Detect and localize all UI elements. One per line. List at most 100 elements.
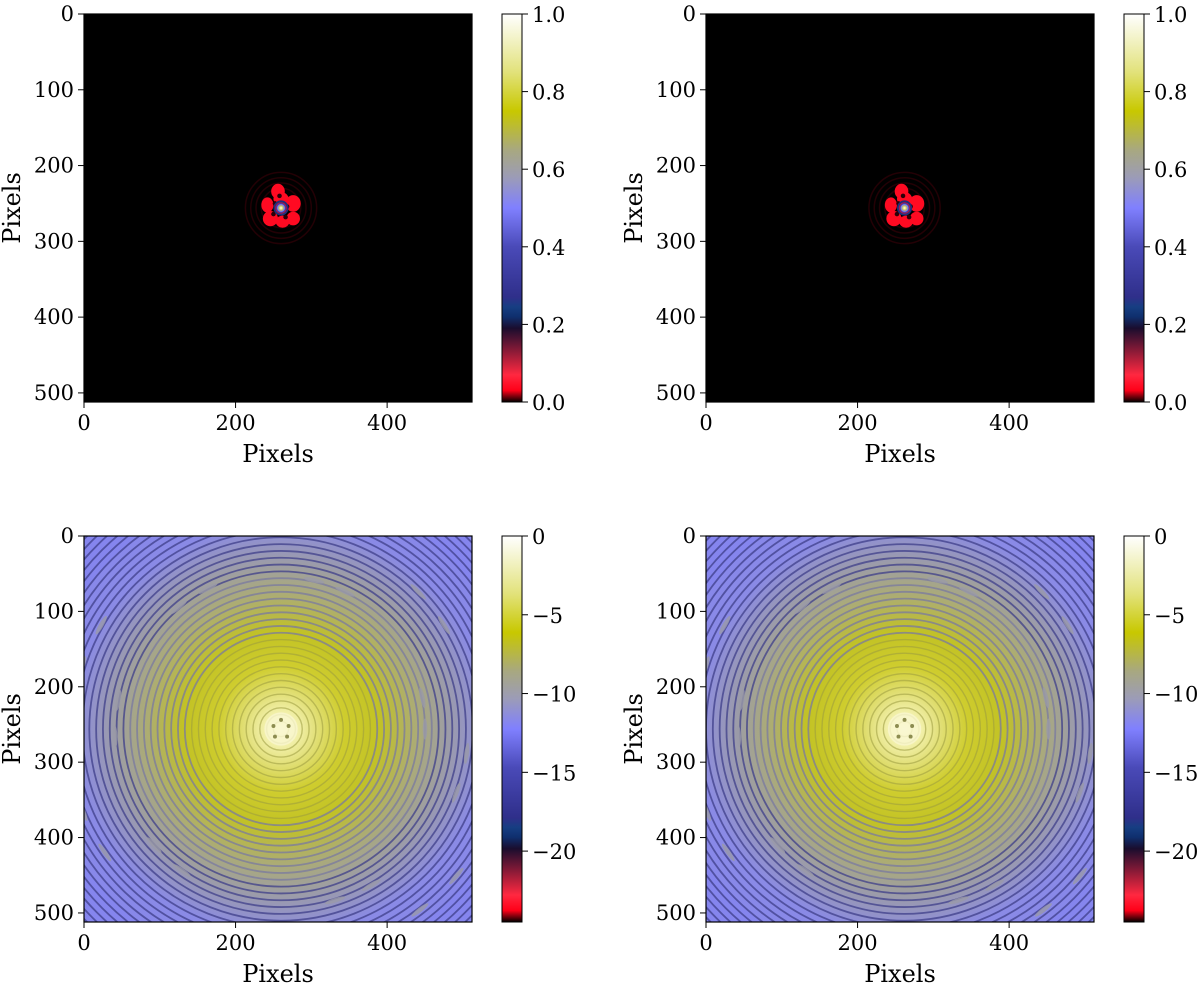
speckle [736, 725, 742, 747]
colorbar-tick-label: 0.0 [532, 391, 565, 415]
y-tick-label: 300 [656, 229, 696, 253]
y-tick-label: 200 [656, 675, 696, 699]
diffraction-ring [807, 631, 1002, 827]
x-tick-label: 400 [367, 411, 407, 435]
colorbar-tick-label: −15 [532, 761, 576, 785]
speckle [1042, 687, 1050, 709]
speckle [170, 600, 187, 615]
y-tick-label: 0 [61, 2, 74, 26]
speckle [958, 586, 979, 597]
diffraction-ring [752, 577, 1057, 881]
speckle [173, 864, 191, 877]
speckle [1087, 742, 1093, 764]
diffraction-ring [197, 645, 365, 813]
x-tick-label: 400 [367, 931, 407, 955]
diffraction-ring [183, 631, 379, 827]
diffraction-ring [834, 659, 975, 799]
colorbar-tick-label: 0.4 [1154, 236, 1187, 260]
diffraction-ring [149, 597, 413, 861]
y-tick-label: 500 [34, 901, 74, 925]
speckle [868, 526, 890, 533]
speckle [985, 879, 1004, 891]
speckle [793, 600, 811, 615]
y-axis-label: Pixels [620, 172, 648, 244]
speckle [411, 903, 429, 917]
axes-frame [83, 535, 473, 923]
psf-center-glow [887, 712, 922, 746]
y-tick-label: 200 [34, 154, 74, 178]
diffraction-ring [882, 707, 927, 751]
x-axis-label: Pixels [242, 960, 314, 988]
axes-frame [705, 535, 1095, 923]
axes-frame [705, 13, 1095, 403]
speckle [463, 742, 470, 764]
speckle [146, 837, 162, 854]
colorbar-tick-label: −20 [532, 840, 576, 864]
diffraction-ring [800, 625, 1009, 833]
diffraction-ring [211, 659, 351, 799]
speckle [1061, 616, 1074, 635]
diffraction-ring [862, 686, 947, 772]
psf-center-dot [910, 723, 915, 728]
y-tick-label: 300 [656, 750, 696, 774]
diffraction-ring [718, 543, 1091, 915]
x-axis-label: Pixels [864, 960, 936, 988]
diffraction-ring [725, 550, 1084, 908]
diffraction-ring [848, 672, 961, 786]
speckle [738, 689, 745, 711]
colorbar-tick-label: 0.8 [532, 81, 565, 105]
speckle [261, 948, 282, 953]
x-axis-label: Pixels [864, 440, 936, 468]
diffraction-ring [252, 700, 310, 758]
faint-ring [255, 182, 307, 234]
psf-hole [900, 193, 906, 199]
x-tick-label: 0 [77, 931, 90, 955]
speckle [1034, 584, 1050, 600]
psf-center-dot [272, 734, 277, 739]
diffraction-ring [793, 618, 1016, 840]
diffraction-ring [225, 672, 338, 786]
diffraction-ring [88, 536, 472, 922]
colorbar-tick-label: 0.2 [532, 313, 565, 337]
axes-frame [83, 13, 473, 403]
psf-center-dot [271, 723, 276, 728]
y-tick-label: 400 [656, 305, 696, 329]
colorbar-tick-label: 0.4 [532, 236, 565, 260]
speckle [770, 837, 786, 854]
colorbar-tick-label: −10 [1154, 683, 1198, 707]
psf-center-dot [894, 723, 899, 728]
diffraction-ring [821, 645, 988, 813]
heatmap-image [706, 14, 1094, 402]
colorbar-tick-label: 0 [1154, 525, 1167, 549]
diffraction-ring [814, 638, 995, 820]
diffraction-ring [732, 556, 1077, 902]
x-tick-label: 0 [699, 411, 712, 435]
diffraction-ring [190, 638, 372, 820]
psf-lobe [261, 197, 274, 213]
y-tick-label: 200 [656, 154, 696, 178]
diffraction-ring [766, 590, 1043, 868]
colorbar-tick-label: 0.6 [1154, 158, 1187, 182]
speckle [422, 718, 428, 740]
colorbar-tick-label: 1.0 [1154, 3, 1187, 27]
psf-center-dot [286, 723, 291, 728]
speckle [911, 527, 933, 533]
speckle [1075, 782, 1084, 803]
y-tick-label: 100 [34, 599, 74, 623]
colorbar-tick-label: −10 [532, 683, 576, 707]
psf-lobe [909, 195, 925, 212]
diffraction-ring [875, 700, 934, 758]
diffraction-ring [245, 693, 317, 765]
speckle [437, 616, 451, 635]
colorbar-tick-label: 1.0 [532, 3, 565, 27]
diffraction-ring [786, 611, 1023, 847]
colorbar-tick-label: −15 [1154, 761, 1198, 785]
diffraction-ring [102, 550, 461, 908]
y-tick-label: 400 [34, 826, 74, 850]
diffraction-ring [122, 570, 440, 888]
psf-center-glow [264, 712, 298, 746]
y-tick-label: 500 [656, 901, 696, 925]
x-tick-label: 200 [838, 931, 878, 955]
